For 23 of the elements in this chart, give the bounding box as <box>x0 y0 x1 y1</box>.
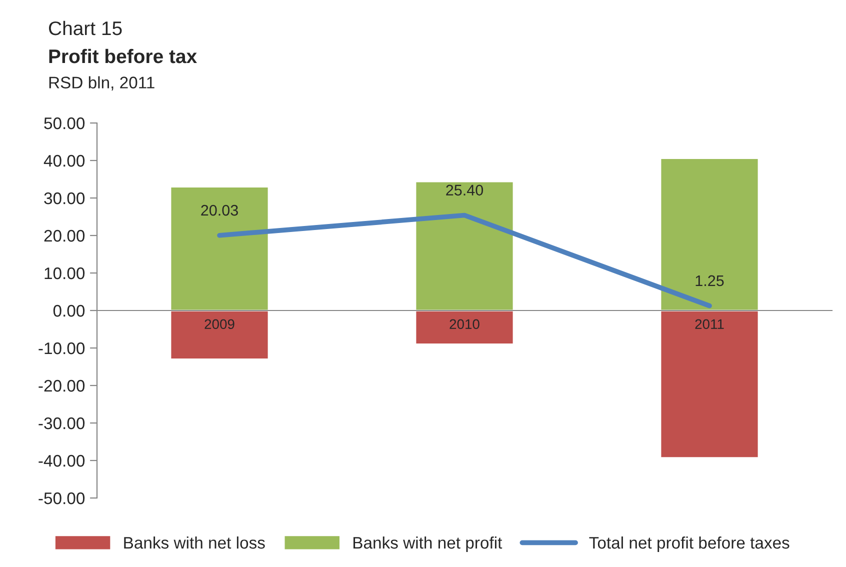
y-tick-label: 40.00 <box>44 154 85 167</box>
y-tick-label: -20.00 <box>38 380 85 392</box>
y-tick-label: -30.00 <box>38 417 85 430</box>
data-label: 20.03 <box>201 204 238 216</box>
y-tick-label: 30.00 <box>44 192 85 204</box>
data-label: 25.40 <box>446 184 484 196</box>
legend-label: Banks with net profit <box>353 536 502 552</box>
data-label: 1.25 <box>696 275 724 286</box>
y-tick-label: 0.00 <box>53 304 85 317</box>
y-tick-label: -10.00 <box>38 342 85 354</box>
y-tick-label: -40.00 <box>38 454 85 467</box>
chart-title: Profit before tax <box>49 48 197 64</box>
legend-label: Total net profit before taxes <box>589 536 790 552</box>
y-tick-label: 10.00 <box>44 267 85 280</box>
x-tick-label: 2009 <box>204 319 234 330</box>
x-tick-label: 2010 <box>450 319 480 330</box>
x-tick-label: 2011 <box>695 319 724 330</box>
y-tick-label: -50.00 <box>38 492 85 504</box>
caption: Chart 15 <box>48 20 122 36</box>
y-tick-label: 50.00 <box>44 117 85 130</box>
y-tick-label: 20.00 <box>44 230 85 242</box>
legend-label: Banks with net loss <box>124 536 265 549</box>
chart-subtitle: RSD bln, 2011 <box>49 76 154 90</box>
